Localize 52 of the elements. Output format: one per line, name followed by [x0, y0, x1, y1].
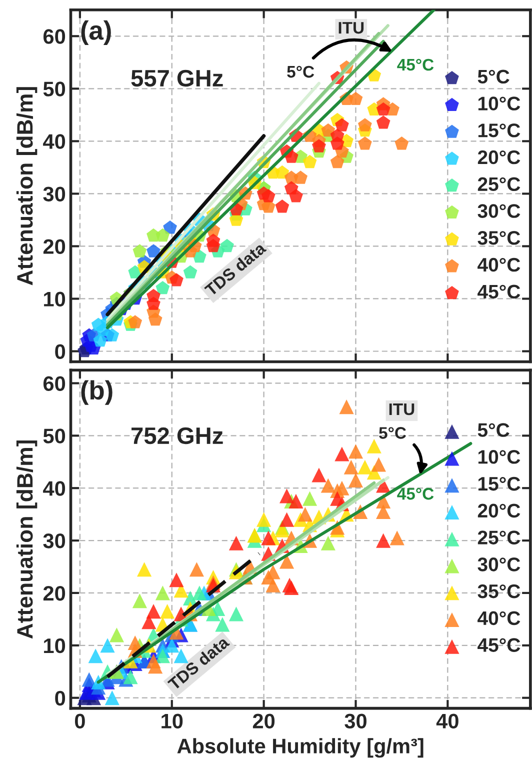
- annotation: 45°C: [397, 488, 434, 500]
- annotation: 45°C: [397, 58, 434, 71]
- chart-title: (a): [81, 20, 111, 46]
- annotation: TDS data: [166, 635, 230, 691]
- y-tick-label: 40: [43, 134, 66, 149]
- x-tick-label: 40: [436, 714, 458, 728]
- annotation: ITU: [389, 404, 414, 416]
- legend-label: 25°C: [478, 530, 520, 544]
- legend-label: 15°C: [478, 124, 520, 138]
- text: 752 GHz: [132, 427, 223, 444]
- text: 557 GHz: [131, 70, 223, 87]
- legend-label: 30°C: [478, 204, 520, 218]
- y-tick-label: 0: [55, 344, 66, 360]
- y-tick-label: 0: [55, 690, 66, 706]
- legend-label: 45°C: [478, 284, 520, 299]
- y-tick-label: 10: [44, 638, 66, 654]
- chart-title: (b): [81, 380, 112, 405]
- legend-label: 45°C: [478, 638, 520, 652]
- x-tick-label: 0: [74, 714, 85, 728]
- y-tick-label: 50: [43, 82, 66, 96]
- legend-label: 20°C: [478, 150, 520, 164]
- legend-label: 15°C: [478, 476, 520, 491]
- y-tick-label: 40: [43, 481, 66, 496]
- annotation: 5°C: [379, 427, 406, 439]
- legend-label: 20°C: [478, 504, 520, 518]
- legend-label: 35°C: [478, 231, 520, 245]
- y-tick-label: 60: [43, 29, 66, 44]
- annotation: 5°C: [287, 66, 314, 78]
- y-axis-title: Attenuation [dB/m]: [16, 440, 38, 639]
- annotation: TDS data: [204, 241, 267, 297]
- x-tick-label: 30: [344, 714, 366, 729]
- legend-label: 10°C: [478, 450, 520, 464]
- legend-label: 40°C: [478, 611, 520, 626]
- y-tick-label: 30: [43, 534, 66, 548]
- annotation: ITU: [338, 22, 364, 34]
- y-tick-label: 20: [43, 586, 66, 601]
- y-tick-label: 10: [44, 292, 66, 306]
- legend-label: 5°C: [478, 423, 510, 437]
- y-tick-label: 30: [43, 186, 66, 202]
- y-tick-label: 50: [43, 428, 66, 444]
- x-tick-label: 10: [162, 714, 183, 728]
- legend-label: 30°C: [478, 558, 520, 572]
- x-axis-title: Absolute Humidity [g/m³]: [177, 738, 424, 758]
- y-tick-label: 60: [43, 376, 66, 391]
- y-tick-label: 20: [43, 239, 66, 254]
- legend-label: 25°C: [478, 177, 520, 192]
- legend-label: 40°C: [478, 258, 520, 272]
- legend-label: 10°C: [478, 96, 520, 110]
- x-tick-label: 20: [252, 714, 275, 728]
- legend-label: 5°C: [478, 70, 510, 84]
- legend-label: 35°C: [478, 584, 520, 598]
- y-axis-title: Attenuation [dB/m]: [16, 87, 38, 286]
